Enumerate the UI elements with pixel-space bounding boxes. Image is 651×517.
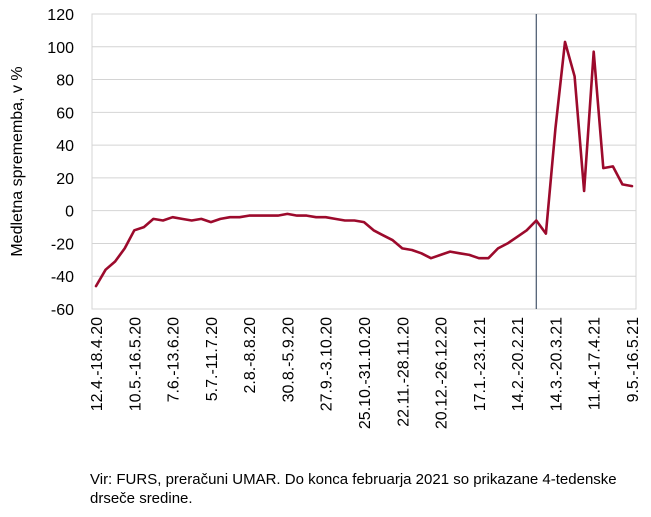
x-tick-label: 12.4.-18.4.20 (89, 317, 106, 411)
plot-frame (91, 13, 637, 310)
y-tick-label: 80 (56, 73, 74, 90)
y-tick-label: -20 (51, 236, 74, 253)
x-tick-label: 2.8.-8.8.20 (242, 317, 259, 394)
x-tick-label: 20.12.-26.12.20 (434, 317, 451, 429)
x-tick-label: 14.2.-20.2.21 (510, 317, 527, 411)
series-lines (94, 40, 634, 288)
y-tick-label: 0 (65, 204, 74, 221)
y-tick-label: 60 (56, 105, 74, 122)
x-tick-label: 10.5.-16.5.20 (127, 317, 144, 411)
x-tick-label: 27.9.-3.10.20 (319, 317, 336, 411)
y-tick-label: 100 (47, 40, 74, 57)
series-line-0 (94, 40, 634, 288)
grid-lines (91, 13, 637, 310)
x-tick-label: 17.1.-23.1.21 (472, 317, 489, 411)
x-tick-label: 14.3.-20.3.21 (548, 317, 565, 411)
x-tick-label: 30.8.-5.9.20 (280, 317, 297, 403)
x-tick-label: 5.7.-11.7.20 (204, 317, 221, 401)
y-tick-label: -40 (51, 269, 74, 286)
x-tick-label: 25.10.-31.10.20 (357, 317, 374, 429)
x-tick-label: 22.11.-28.11.20 (395, 317, 412, 427)
y-axis-tick-labels: -60 -40 -20 0 20 40 60 80 100 120 (47, 7, 74, 319)
x-tick-label: 11.4.-17.4.21 (587, 317, 604, 410)
x-tick-label: 9.5.-16.5.21 (625, 317, 642, 403)
y-tick-label: -60 (51, 302, 74, 319)
line-chart: -60 -40 -20 0 20 40 60 80 100 120 12.4.-18.4.20 10… (9, 7, 642, 429)
y-axis-title: Medletna sprememba, v % (9, 66, 26, 256)
x-axis-tick-labels: 12.4.-18.4.20 10.5.-16.5.20 7.6.-13.6.20 5.… (89, 317, 642, 429)
y-tick-label: 120 (47, 7, 74, 24)
y-tick-label: 20 (56, 171, 74, 188)
source-note: Vir: FURS, preračuni UMAR. Do konca febr… (90, 471, 617, 507)
y-tick-label: 40 (56, 138, 74, 155)
x-tick-label: 7.6.-13.6.20 (166, 317, 183, 403)
